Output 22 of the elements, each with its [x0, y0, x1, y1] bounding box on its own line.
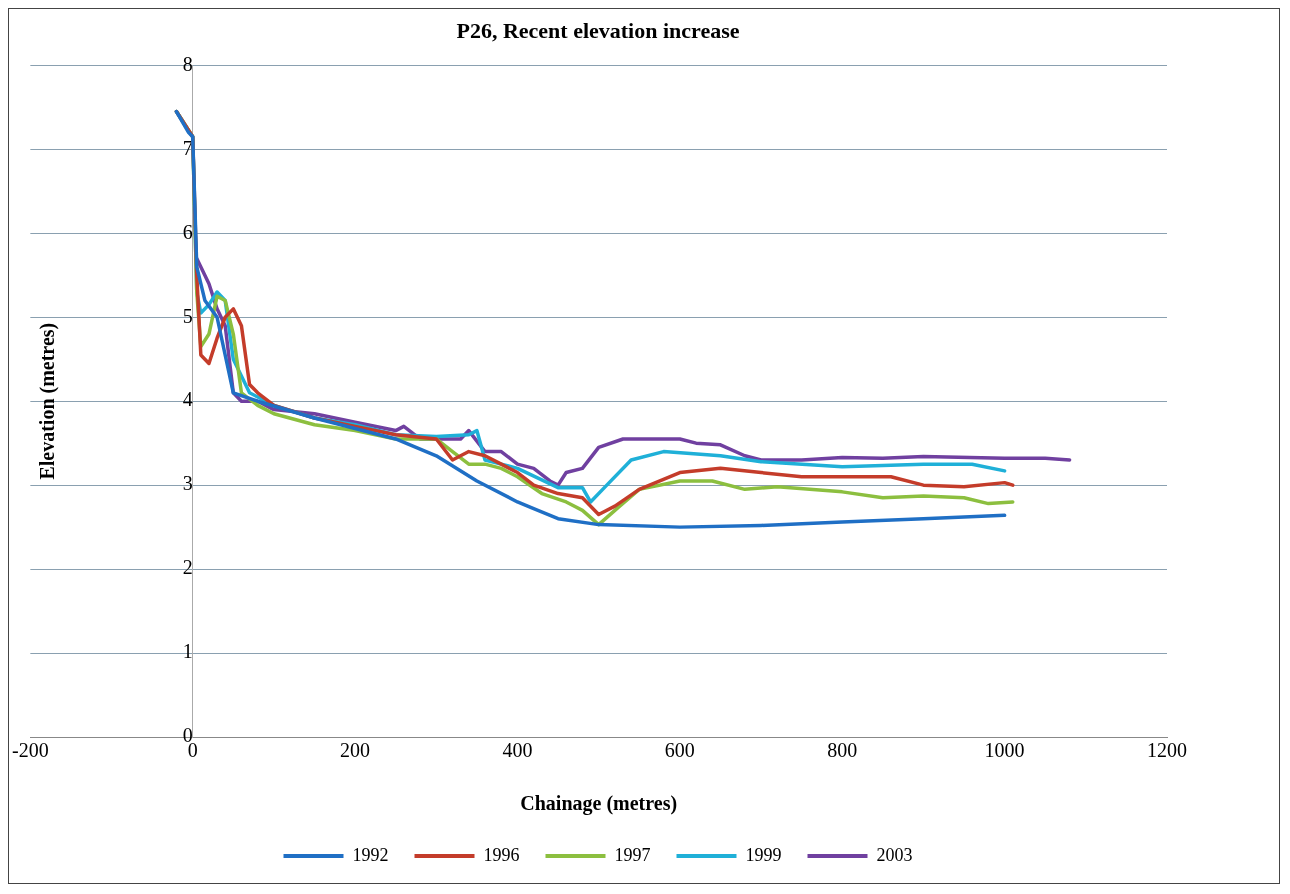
x-tick-label: 400 [502, 739, 533, 762]
x-tick-label: 600 [664, 739, 695, 762]
legend-label: 2003 [876, 844, 913, 865]
x-tick-label: 200 [340, 739, 371, 762]
legend-label: 1997 [614, 844, 651, 865]
legend-label: 1999 [745, 844, 782, 865]
y-tick-label: 2 [182, 556, 193, 579]
chart-title: P26, Recent elevation increase [456, 17, 740, 43]
x-tick-label: -200 [11, 739, 49, 762]
y-tick-label: 4 [182, 388, 193, 411]
x-axis-title: Chainage (metres) [520, 792, 678, 816]
y-tick-label: 8 [182, 52, 193, 75]
x-tick-label: 1000 [984, 739, 1025, 762]
legend-label: 1992 [352, 844, 389, 865]
y-tick-label: 5 [182, 304, 193, 327]
x-tick-label: 800 [827, 739, 858, 762]
legend-label: 1996 [483, 844, 520, 865]
y-axis-title: Elevation (metres) [36, 322, 60, 480]
y-tick-label: 3 [182, 472, 193, 495]
y-tick-label: 6 [182, 220, 193, 243]
y-tick-label: 1 [182, 640, 193, 663]
x-tick-label: 1200 [1147, 739, 1187, 762]
